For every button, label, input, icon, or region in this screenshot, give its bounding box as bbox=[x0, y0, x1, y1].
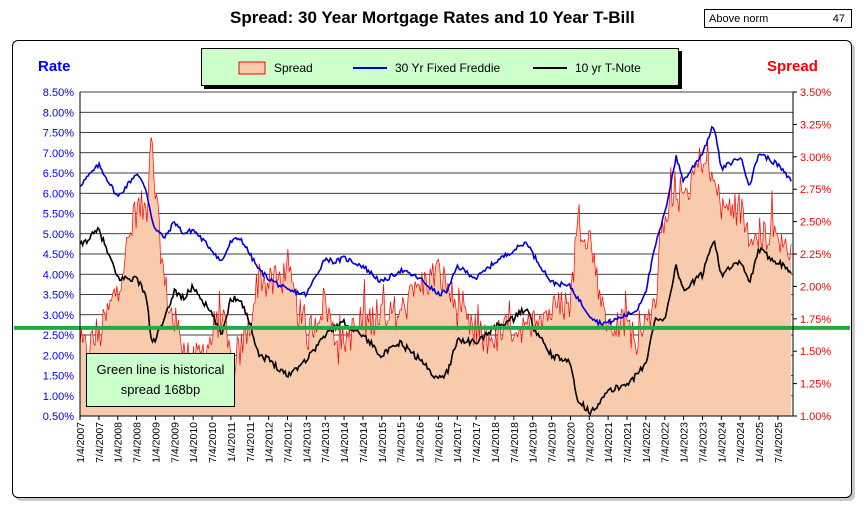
x-tick-label: 7/4/2010 bbox=[207, 422, 219, 463]
left-tick-label: 6.50% bbox=[43, 168, 74, 180]
x-tick-label: 7/4/2023 bbox=[697, 422, 709, 463]
right-tick-label: 3.50% bbox=[800, 87, 831, 99]
x-tick-label: 7/4/2011 bbox=[245, 422, 257, 462]
tnote-series-line bbox=[79, 226, 792, 416]
x-tick-label: 1/4/2019 bbox=[528, 422, 540, 463]
right-tick-label: 3.25% bbox=[800, 119, 831, 131]
legend-mortgage-label: 30 Yr Fixed Freddie bbox=[395, 61, 501, 75]
chart-title: Spread: 30 Year Mortgage Rates and 10 Ye… bbox=[230, 8, 635, 27]
left-tick-label: 2.00% bbox=[43, 350, 74, 362]
left-tick-label: 3.50% bbox=[43, 290, 74, 302]
legend-spread-label: Spread bbox=[274, 61, 313, 75]
mortgage-series-line bbox=[79, 125, 792, 328]
x-tick-label: 7/4/2024 bbox=[735, 422, 747, 463]
left-tick-label: 3.00% bbox=[43, 310, 74, 322]
x-tick-label: 1/4/2023 bbox=[679, 422, 691, 463]
left-tick-label: 5.50% bbox=[43, 209, 74, 221]
x-tick-label: 7/4/2012 bbox=[282, 422, 294, 463]
right-tick-label: 1.75% bbox=[800, 314, 831, 326]
x-tick-label: 1/4/2011 bbox=[226, 422, 238, 462]
x-tick-label: 7/4/2015 bbox=[396, 422, 408, 463]
left-tick-label: 4.50% bbox=[43, 249, 74, 261]
left-tick-label: 8.50% bbox=[43, 87, 74, 99]
spread-area bbox=[80, 137, 792, 416]
spread-series-line bbox=[79, 137, 792, 377]
legend-spread-swatch bbox=[238, 61, 266, 75]
legend-tnote-swatch bbox=[533, 67, 567, 69]
left-axis-title: Rate bbox=[38, 58, 71, 75]
callout-line-1: Green line is historical bbox=[96, 362, 225, 377]
x-tick-label: 7/4/2021 bbox=[622, 422, 634, 463]
x-tick-label: 1/4/2018 bbox=[490, 422, 502, 463]
right-tick-label: 1.25% bbox=[800, 379, 831, 391]
left-tick-label: 1.00% bbox=[43, 391, 74, 403]
right-tick-label: 2.25% bbox=[800, 249, 831, 261]
x-tick-label: 1/4/2009 bbox=[150, 422, 162, 463]
right-tick-label: 1.00% bbox=[800, 411, 831, 423]
legend-mortgage-swatch bbox=[353, 67, 387, 69]
x-tick-label: 1/4/2015 bbox=[377, 422, 389, 463]
left-tick-label: 1.50% bbox=[43, 371, 74, 383]
x-tick-label: 7/4/2025 bbox=[773, 422, 785, 463]
historical-spread-callout: Green line is historical spread 168bp bbox=[86, 353, 235, 407]
x-tick-label: 7/4/2020 bbox=[584, 422, 596, 463]
x-tick-label: 7/4/2009 bbox=[169, 422, 181, 463]
above-norm-box: Above norm 47 bbox=[704, 9, 852, 28]
x-tick-label: 1/4/2021 bbox=[603, 422, 615, 463]
left-tick-label: 5.00% bbox=[43, 229, 74, 241]
left-tick-label: 7.00% bbox=[43, 148, 74, 160]
x-tick-label: 1/4/2024 bbox=[716, 422, 728, 463]
x-tick-label: 7/4/2019 bbox=[547, 422, 559, 463]
x-tick-label: 1/4/2012 bbox=[264, 422, 276, 463]
x-tick-label: 7/4/2018 bbox=[509, 422, 521, 463]
x-tick-label: 7/4/2013 bbox=[320, 422, 332, 463]
left-tick-label: 8.00% bbox=[43, 107, 74, 119]
above-norm-value: 47 bbox=[832, 13, 845, 25]
callout-line-2: spread 168bp bbox=[120, 382, 201, 397]
x-tick-label: 7/4/2008 bbox=[132, 422, 144, 463]
x-tick-label: 1/4/2007 bbox=[75, 422, 87, 463]
x-tick-label: 1/4/2014 bbox=[339, 422, 351, 463]
right-tick-label: 3.00% bbox=[800, 152, 831, 164]
legend: Spread 30 Yr Fixed Freddie 10 yr T-Note bbox=[201, 48, 679, 86]
x-tick-label: 7/4/2007 bbox=[94, 422, 106, 463]
left-tick-label: 0.50% bbox=[43, 411, 74, 423]
right-axis-title: Spread bbox=[767, 58, 818, 75]
x-tick-label: 7/4/2022 bbox=[660, 422, 672, 463]
x-tick-label: 1/4/2020 bbox=[565, 422, 577, 463]
x-tick-label: 7/4/2014 bbox=[358, 422, 370, 463]
left-tick-label: 6.00% bbox=[43, 188, 74, 200]
left-tick-label: 2.50% bbox=[43, 330, 74, 342]
x-tick-label: 7/4/2016 bbox=[433, 422, 445, 463]
x-tick-label: 1/4/2025 bbox=[754, 422, 766, 463]
left-tick-label: 7.50% bbox=[43, 128, 74, 140]
right-tick-label: 2.00% bbox=[800, 281, 831, 293]
x-tick-label: 7/4/2017 bbox=[471, 422, 483, 463]
legend-tnote-label: 10 yr T-Note bbox=[575, 61, 641, 75]
right-tick-label: 2.75% bbox=[800, 184, 831, 196]
above-norm-label: Above norm bbox=[709, 13, 769, 25]
x-tick-label: 1/4/2010 bbox=[188, 422, 200, 463]
right-tick-label: 2.50% bbox=[800, 217, 831, 229]
right-tick-label: 1.50% bbox=[800, 346, 831, 358]
x-tick-label: 1/4/2008 bbox=[113, 422, 125, 463]
left-tick-label: 4.00% bbox=[43, 269, 74, 281]
x-tick-label: 1/4/2017 bbox=[452, 422, 464, 463]
x-tick-label: 1/4/2016 bbox=[415, 422, 427, 463]
x-tick-label: 1/4/2022 bbox=[641, 422, 653, 463]
x-tick-label: 1/4/2013 bbox=[301, 422, 313, 463]
